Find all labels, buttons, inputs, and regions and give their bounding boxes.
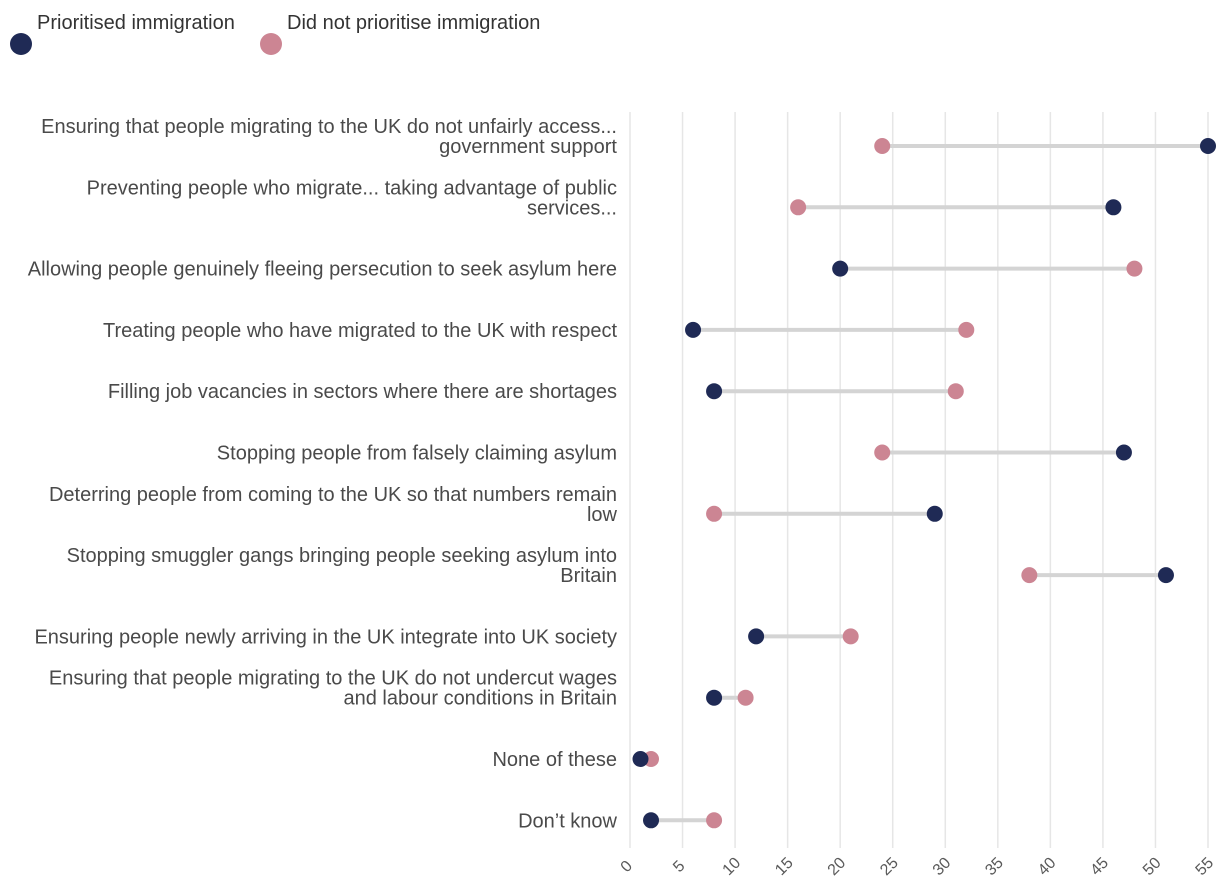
category-label-2-line-0: Allowing people genuinely fleeing persec… [28, 259, 617, 281]
category-label-10-line-0: None of these [492, 749, 617, 771]
legend: Prioritised immigration Did not prioritis… [10, 12, 540, 55]
category-label-1-line-1: services... [527, 197, 617, 219]
tick-label-55: 55 [1193, 854, 1217, 879]
data-points [632, 138, 1216, 829]
category-labels: Ensuring that people migrating to the UK… [28, 116, 618, 832]
point-not-prioritised-4 [947, 383, 964, 400]
tick-label-30: 30 [930, 854, 955, 879]
point-prioritised-10 [632, 751, 649, 767]
category-label-9-line-1: and labour conditions in Britain [343, 688, 617, 710]
point-prioritised-11 [643, 812, 660, 829]
connector-lines [640, 144, 1208, 823]
point-prioritised-6 [926, 505, 943, 522]
legend-marker-1 [260, 33, 282, 55]
category-label-1-line-0: Preventing people who migrate... taking … [87, 177, 617, 199]
category-label-3-line-0: Treating people who have migrated to the… [103, 320, 617, 342]
category-label-8-line-0: Ensuring people newly arriving in the UK… [34, 626, 617, 648]
category-label-6-line-1: low [587, 504, 618, 526]
point-prioritised-3 [685, 321, 702, 338]
point-not-prioritised-11 [706, 812, 723, 829]
tick-label-25: 25 [877, 854, 902, 879]
point-prioritised-1 [1105, 199, 1122, 216]
category-label-6-line-0: Deterring people from coming to the UK s… [49, 484, 617, 506]
tick-label-5: 5 [670, 858, 688, 876]
category-label-0-line-0: Ensuring that people migrating to the UK… [41, 116, 617, 138]
x-axis-ticks: 0 5 10 15 20 25 30 35 40 45 50 55 [618, 854, 1217, 879]
point-prioritised-5 [1115, 444, 1132, 461]
category-label-5-line-0: Stopping people from falsely claiming as… [217, 443, 617, 465]
category-label-0-line-1: government support [439, 136, 617, 158]
point-prioritised-2 [832, 260, 849, 277]
tick-label-50: 50 [1140, 854, 1165, 879]
point-not-prioritised-2 [1126, 260, 1143, 277]
point-not-prioritised-7 [1021, 567, 1038, 584]
tick-label-35: 35 [982, 854, 1007, 879]
point-not-prioritised-1 [790, 199, 807, 216]
tick-label-40: 40 [1035, 854, 1060, 879]
legend-label-1: Did not prioritise immigration [287, 12, 540, 34]
tick-label-20: 20 [825, 854, 850, 879]
point-prioritised-4 [706, 383, 723, 400]
point-prioritised-8 [748, 628, 765, 645]
legend-marker-0 [10, 33, 32, 55]
point-not-prioritised-0 [874, 138, 891, 154]
point-prioritised-7 [1157, 567, 1174, 584]
point-not-prioritised-3 [958, 321, 975, 338]
legend-label-0: Prioritised immigration [37, 12, 235, 34]
category-label-11-line-0: Don’t know [518, 810, 617, 832]
tick-label-45: 45 [1087, 854, 1112, 879]
point-not-prioritised-5 [874, 444, 891, 461]
category-label-9-line-0: Ensuring that people migrating to the UK… [49, 668, 617, 690]
category-label-7-line-1: Britain [560, 565, 617, 587]
point-not-prioritised-8 [842, 628, 859, 645]
category-label-7-line-0: Stopping smuggler gangs bringing people … [67, 545, 617, 567]
point-prioritised-0 [1200, 138, 1216, 154]
tick-label-10: 10 [720, 854, 745, 879]
tick-label-0: 0 [618, 858, 636, 876]
point-not-prioritised-6 [706, 505, 723, 522]
point-prioritised-9 [706, 689, 723, 706]
tick-label-15: 15 [772, 854, 797, 879]
category-label-4-line-0: Filling job vacancies in sectors where t… [108, 381, 617, 403]
point-not-prioritised-9 [737, 689, 754, 706]
grid-lines [629, 112, 1209, 848]
